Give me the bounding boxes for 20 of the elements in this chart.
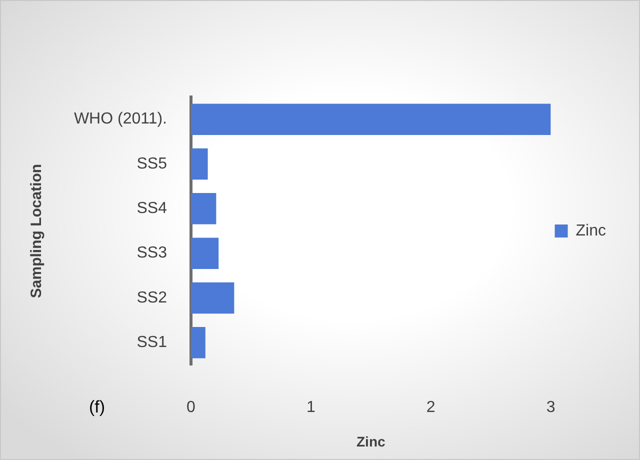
text: (f) [89, 398, 106, 417]
y-tick-label: SS3 [136, 244, 168, 262]
y-tick-label: SS5 [136, 155, 168, 172]
bar [191, 327, 206, 358]
legend-label: Zinc [576, 222, 606, 240]
x-tick-label: 1 [306, 399, 316, 416]
y-tick-label: SS4 [136, 200, 168, 218]
bar [191, 238, 219, 269]
y-axis-title: Sampling Location [28, 164, 46, 298]
x-tick-label: 2 [426, 399, 436, 416]
y-tick-label: SS2 [136, 289, 168, 306]
x-tick-label: 3 [546, 399, 556, 416]
bar [191, 104, 551, 135]
bar [191, 148, 208, 180]
y-tick-label: WHO (2011). [74, 110, 167, 128]
bar [191, 193, 216, 224]
y-tick-label: SS1 [136, 334, 168, 352]
bar [191, 282, 234, 314]
x-axis-title: Zinc [356, 433, 386, 450]
x-tick-label: 0 [186, 399, 196, 416]
